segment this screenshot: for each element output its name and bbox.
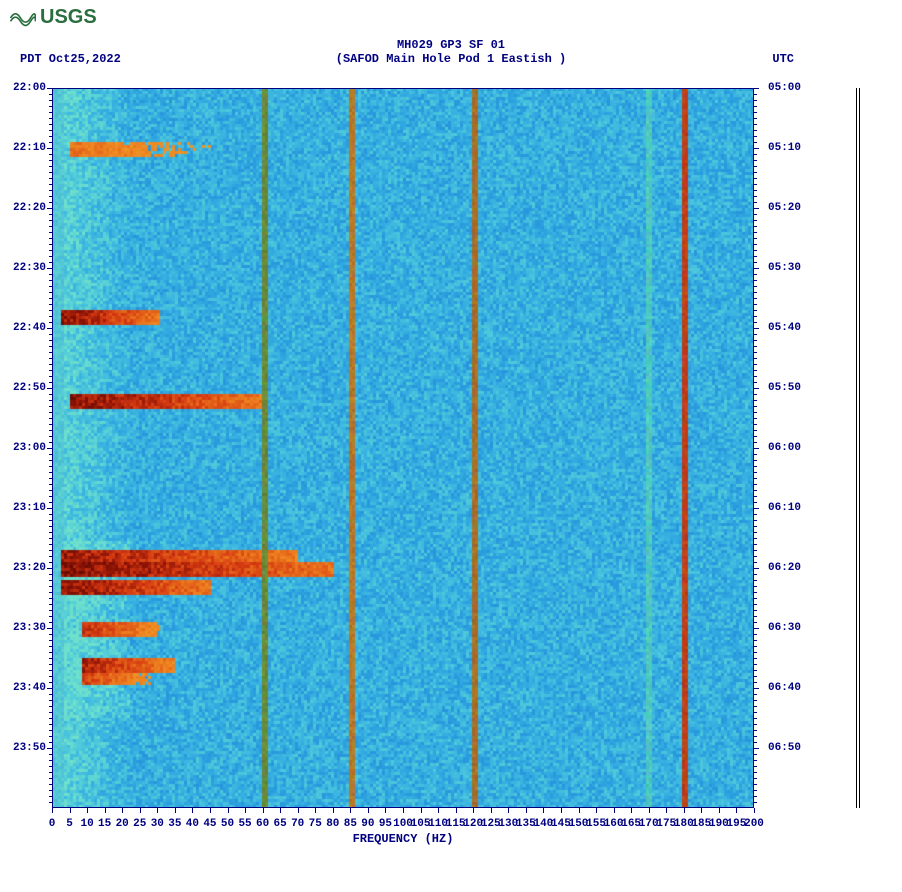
chart-title: MH029 GP3 SF 01 (SAFOD Main Hole Pod 1 E… [0,38,902,66]
x-axis-title: FREQUENCY (HZ) [52,832,754,846]
xtick-label: 75 [309,818,322,830]
usgs-logo: USGS [10,6,97,29]
spectrogram-canvas [52,88,754,808]
title-line2: (SAFOD Main Hole Pod 1 Eastish ) [0,52,902,66]
xtick-label: 5 [66,818,73,830]
xtick-label: 85 [344,818,357,830]
ytick-left-label: 22:50 [13,382,46,394]
ytick-right-label: 06:30 [768,622,801,634]
xtick-label: 60 [256,818,269,830]
ytick-right-label: 05:50 [768,382,801,394]
ytick-left-label: 23:50 [13,742,46,754]
xtick-label: 35 [168,818,181,830]
ytick-left-label: 22:10 [13,142,46,154]
xtick-label: 65 [274,818,287,830]
ytick-left-label: 23:00 [13,442,46,454]
y-axis-right: 05:0005:1005:2005:3005:4005:5006:0006:10… [754,88,814,808]
xtick-label: 200 [744,818,764,830]
xtick-label: 50 [221,818,234,830]
ytick-right-label: 06:50 [768,742,801,754]
ytick-left-label: 22:40 [13,322,46,334]
xtick-label: 15 [98,818,111,830]
ytick-right-label: 06:10 [768,502,801,514]
ytick-left-label: 23:10 [13,502,46,514]
ytick-left-label: 23:40 [13,682,46,694]
xtick-label: 10 [80,818,93,830]
ytick-right-label: 06:00 [768,442,801,454]
xtick-label: 30 [151,818,164,830]
ytick-right-label: 05:20 [768,202,801,214]
y-axis-left: 22:0022:1022:2022:3022:4022:5023:0023:10… [0,88,52,808]
date-left-label: PDT Oct25,2022 [20,52,121,66]
xtick-label: 55 [238,818,251,830]
wave-icon [10,8,36,28]
ytick-left-label: 23:30 [13,622,46,634]
xtick-label: 70 [291,818,304,830]
ytick-left-label: 23:20 [13,562,46,574]
ytick-left-label: 22:00 [13,82,46,94]
xtick-label: 25 [133,818,146,830]
ytick-right-label: 06:20 [768,562,801,574]
xtick-label: 95 [379,818,392,830]
logo-text: USGS [40,6,97,29]
date-right-label: UTC [772,52,794,66]
xtick-label: 40 [186,818,199,830]
title-line1: MH029 GP3 SF 01 [0,38,902,52]
ytick-right-label: 05:40 [768,322,801,334]
ytick-right-label: 05:10 [768,142,801,154]
xtick-label: 45 [203,818,216,830]
spectrogram-plot [52,88,754,808]
ytick-left-label: 22:30 [13,262,46,274]
xtick-label: 90 [361,818,374,830]
ytick-right-label: 05:30 [768,262,801,274]
ytick-right-label: 06:40 [768,682,801,694]
xtick-label: 0 [49,818,56,830]
xtick-label: 80 [326,818,339,830]
ytick-left-label: 22:20 [13,202,46,214]
xtick-label: 20 [116,818,129,830]
ytick-right-label: 05:00 [768,82,801,94]
colorbar [856,88,860,808]
